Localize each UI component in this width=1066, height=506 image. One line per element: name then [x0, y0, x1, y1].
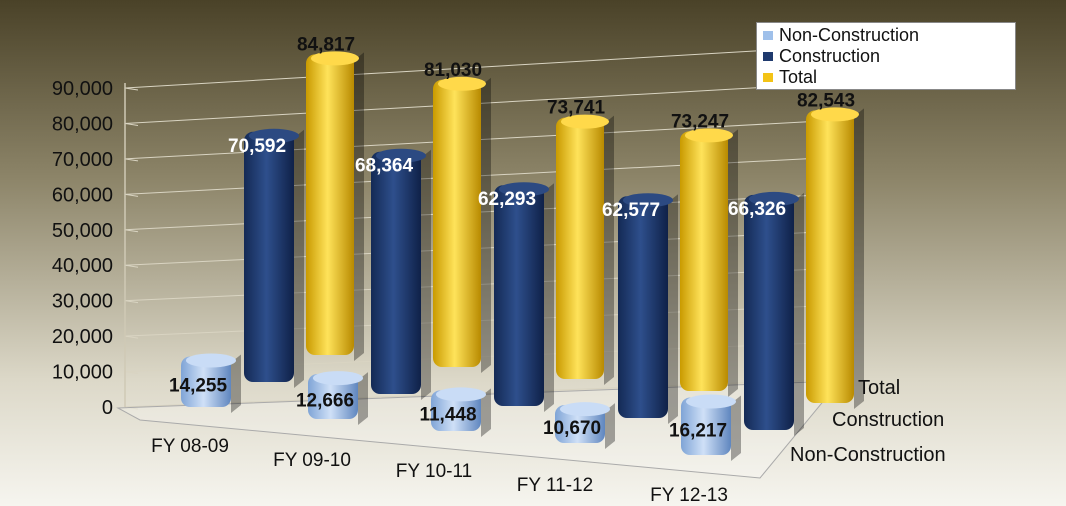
legend-swatch-total	[763, 73, 773, 82]
bar-construction	[744, 191, 804, 436]
x-tick-label: FY 10-11	[396, 461, 472, 482]
bar-construction	[618, 193, 678, 424]
depth-tick-label: Total	[858, 377, 900, 399]
bar-non-construction	[181, 353, 241, 413]
y-tick-label: 60,000	[52, 184, 113, 206]
depth-tick-label: Construction	[832, 409, 944, 431]
legend-label: Total	[779, 67, 818, 87]
data-label-total: 73,247	[671, 111, 729, 132]
y-tick-label: 10,000	[52, 362, 113, 384]
y-tick-label: 0	[102, 397, 113, 419]
bar-non-construction	[555, 402, 615, 449]
legend-item-total: Total	[763, 67, 1009, 88]
y-tick-label: 90,000	[52, 78, 113, 100]
data-label-construction: 70,592	[228, 136, 286, 157]
data-label-construction: 62,577	[602, 200, 660, 221]
y-tick-label: 40,000	[52, 255, 113, 277]
bar-non-construction	[681, 394, 741, 461]
legend-swatch-construction	[763, 52, 773, 61]
legend-item-non-construction: Non-Construction	[763, 25, 1009, 46]
legend: Non-Construction Construction Total	[756, 22, 1016, 90]
depth-tick-label: Non-Construction	[790, 444, 946, 466]
legend-swatch-non-construction	[763, 31, 773, 40]
legend-label: Construction	[779, 46, 881, 66]
data-label-total: 73,741	[547, 98, 606, 119]
data-label-non-construction: 11,448	[419, 405, 476, 426]
bar-total	[306, 51, 364, 362]
x-tick-label: FY 09-10	[273, 450, 351, 471]
data-label-non-construction: 10,670	[543, 418, 601, 439]
x-tick-label: FY 08-09	[151, 436, 229, 457]
data-label-non-construction: 12,666	[296, 391, 354, 412]
y-tick-label: 20,000	[52, 326, 113, 348]
legend-item-construction: Construction	[763, 46, 1009, 67]
data-label-construction: 62,293	[478, 189, 536, 210]
x-tick-label: FY 12-13	[650, 485, 728, 506]
y-tick-label: 30,000	[52, 291, 113, 313]
data-label-construction: 66,326	[728, 199, 786, 220]
gridline	[124, 82, 841, 124]
bar-non-construction	[431, 387, 491, 437]
data-label-total: 82,543	[797, 90, 855, 111]
data-label-total: 84,817	[297, 34, 355, 55]
bar-total	[806, 107, 864, 410]
data-label-non-construction: 14,255	[169, 376, 228, 397]
bar-construction	[494, 182, 554, 412]
bar-construction	[371, 148, 431, 400]
data-label-non-construction: 16,217	[669, 420, 727, 441]
bar-total	[433, 76, 491, 373]
y-tick-label: 80,000	[52, 113, 113, 135]
bar-total	[680, 128, 738, 398]
bar-non-construction	[308, 371, 368, 425]
bar-construction	[244, 128, 304, 388]
data-label-total: 81,030	[424, 60, 482, 81]
bar-total	[556, 114, 614, 385]
data-label-construction: 68,364	[355, 156, 414, 177]
x-tick-label: FY 11-12	[517, 475, 593, 496]
legend-label: Non-Construction	[779, 25, 920, 45]
y-tick-label: 50,000	[52, 220, 113, 242]
gridline	[124, 45, 841, 89]
y-tick-label: 70,000	[52, 149, 113, 171]
